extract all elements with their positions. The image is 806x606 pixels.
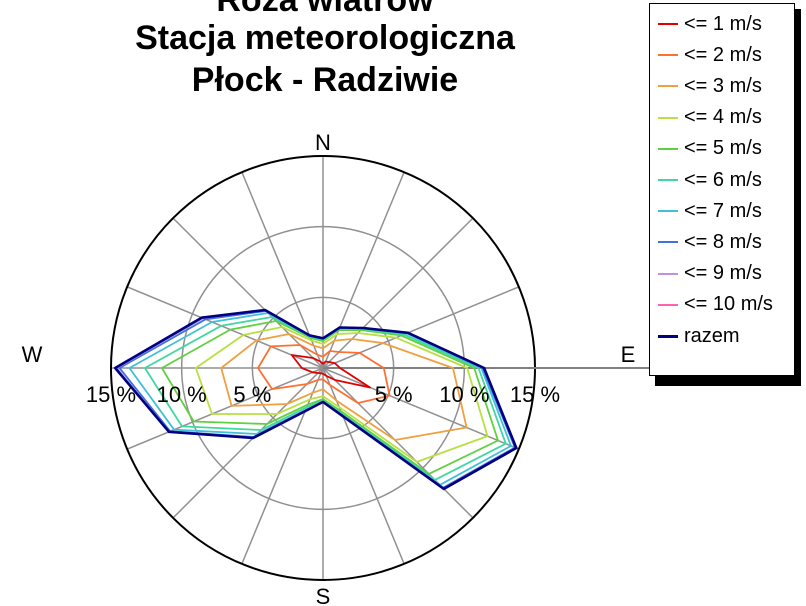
legend-item: razem	[658, 322, 740, 350]
legend-label: razem	[684, 324, 740, 347]
chart-title-top-partial: Róża wiatrów	[216, 0, 434, 19]
legend-label: <= 7 m/s	[684, 199, 762, 222]
spoke-sw	[172, 367, 324, 519]
legend: <= 1 m/s <= 2 m/s <= 3 m/s <= 4 m/s <= 5 m/s…	[649, 3, 795, 376]
compass-label-w: W	[22, 342, 43, 367]
legend-label: <= 2 m/s	[684, 43, 762, 66]
legend-item: <= 10 m/s	[658, 291, 773, 319]
series-0	[290, 354, 371, 389]
spoke-wnw	[126, 286, 324, 369]
spoke-se	[322, 367, 474, 519]
legend-swatch	[658, 272, 678, 275]
legend-item: <= 4 m/s	[658, 104, 762, 132]
legend-label: <= 10 m/s	[684, 293, 773, 316]
chart-title-line-1: Stacja meteorologiczna	[135, 19, 515, 57]
spoke-nne	[322, 171, 405, 369]
legend-label: <= 1 m/s	[684, 12, 762, 35]
legend-swatch	[658, 241, 678, 244]
legend-item: <= 2 m/s	[658, 41, 762, 69]
legend-swatch	[658, 303, 678, 306]
series-5	[143, 316, 507, 481]
legend-item: <= 9 m/s	[658, 260, 762, 288]
tick-label-east-10: 10 %	[439, 382, 489, 407]
legend-swatch	[658, 210, 678, 213]
tick-label-east-15: 15 %	[510, 382, 560, 407]
legend-label: <= 6 m/s	[684, 168, 762, 191]
legend-item: <= 8 m/s	[658, 228, 762, 256]
series-2	[220, 333, 468, 441]
legend-swatch	[658, 179, 678, 181]
series-10	[113, 308, 518, 491]
legend-label: <= 3 m/s	[684, 74, 762, 97]
tick-label-east-5: 5 %	[375, 382, 413, 407]
axis-labels: N E S W 5 % 5 % 10 % 10 % 15 % 15 %	[22, 130, 636, 606]
series-4	[160, 320, 499, 475]
legend-swatch	[658, 116, 678, 119]
spoke-ne	[322, 217, 474, 369]
legend-item: <= 1 m/s	[658, 10, 762, 38]
spoke-wsw	[126, 367, 324, 450]
tick-label-west-5: 5 %	[233, 382, 271, 407]
compass-label-n: N	[315, 130, 331, 155]
legend-item: <= 5 m/s	[658, 135, 762, 163]
series-1	[257, 344, 391, 404]
legend-item: <= 6 m/s	[658, 166, 762, 194]
polar-grid	[110, 155, 650, 581]
legend-swatch	[658, 334, 678, 338]
legend-swatch	[658, 85, 678, 88]
compass-label-s: S	[316, 584, 331, 606]
spoke-ssw	[241, 367, 324, 565]
compass-label-e: E	[621, 342, 636, 367]
legend-label: <= 5 m/s	[684, 137, 762, 160]
series-group	[113, 308, 518, 491]
legend-label: <= 9 m/s	[684, 262, 762, 285]
tick-label-west-10: 10 %	[157, 382, 207, 407]
legend-item: <= 3 m/s	[658, 72, 762, 100]
legend-swatch	[658, 23, 678, 25]
legend-item: <= 7 m/s	[658, 197, 762, 225]
series-3	[194, 326, 489, 463]
legend-swatch	[658, 54, 678, 57]
legend-swatch	[658, 147, 678, 150]
chart-title-line-2: Płock - Radziwie	[191, 61, 459, 99]
spoke-nw	[172, 217, 324, 369]
spoke-ese	[322, 367, 520, 450]
legend-label: <= 4 m/s	[684, 106, 762, 129]
tick-label-west-15: 15 %	[86, 382, 136, 407]
spoke-ene	[322, 286, 520, 369]
legend-label: <= 8 m/s	[684, 230, 762, 253]
